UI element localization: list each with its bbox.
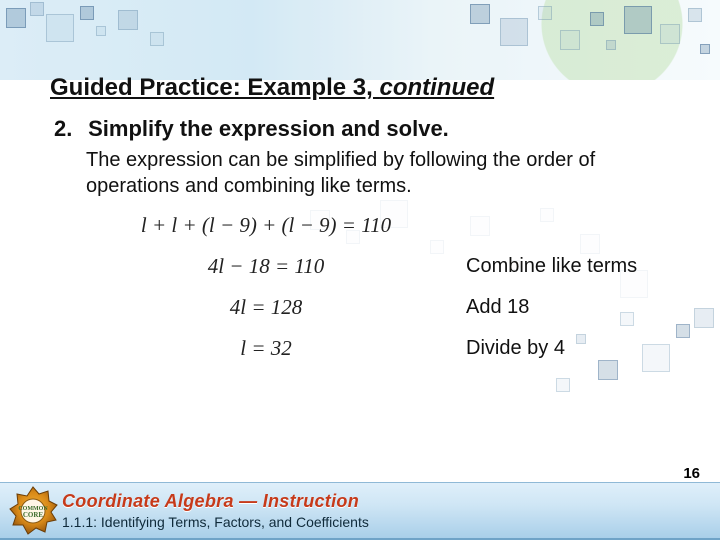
explain-3: Add 18 xyxy=(466,296,529,319)
step-number: 2. xyxy=(54,116,82,142)
worked-equations: l + l + (l − 9) + (l − 9) = 110 4l − 18 … xyxy=(86,213,670,361)
footer-bar: Coordinate Algebra — Instruction 1.1.1: … xyxy=(0,482,720,540)
slide-title: Guided Practice: Example 3, continued xyxy=(50,74,670,102)
equation-row: l + l + (l − 9) + (l − 9) = 110 xyxy=(86,213,670,238)
common-core-badge-icon: COMMON CORE xyxy=(8,486,58,536)
slide-title-continued: continued xyxy=(379,74,494,101)
slide: Guided Practice: Example 3, continued 2.… xyxy=(0,0,720,540)
footer-title-left: Coordinate Algebra xyxy=(62,491,234,511)
background-gradient-top xyxy=(0,0,720,80)
explain-4: Divide by 4 xyxy=(466,337,565,360)
footer-title-right: Instruction xyxy=(263,491,359,511)
step-description: The expression can be simplified by foll… xyxy=(86,148,670,199)
footer-title: Coordinate Algebra — Instruction xyxy=(62,491,720,512)
equation-2: 4l − 18 = 110 xyxy=(208,254,325,278)
equation-4: l = 32 xyxy=(240,336,292,360)
page-number: 16 xyxy=(683,465,700,482)
equation-3: 4l = 128 xyxy=(230,295,303,319)
equation-row: 4l = 128 Add 18 xyxy=(86,295,670,320)
slide-title-main: Guided Practice: Example 3, xyxy=(50,74,379,101)
explain-2: Combine like terms xyxy=(466,255,637,278)
equation-row: l = 32 Divide by 4 xyxy=(86,336,670,361)
svg-text:CORE: CORE xyxy=(23,511,44,519)
step-heading-text: Simplify the expression and solve. xyxy=(88,116,449,141)
step-heading: 2. Simplify the expression and solve. xyxy=(54,116,670,142)
equation-row: 4l − 18 = 110 Combine like terms xyxy=(86,254,670,279)
footer-title-dash: — xyxy=(239,491,263,511)
equation-1: l + l + (l − 9) + (l − 9) = 110 xyxy=(141,213,391,237)
footer-subtitle: 1.1.1: Identifying Terms, Factors, and C… xyxy=(62,514,720,530)
footer: Coordinate Algebra — Instruction 1.1.1: … xyxy=(0,482,720,540)
content-area: Guided Practice: Example 3, continued 2.… xyxy=(50,74,670,377)
